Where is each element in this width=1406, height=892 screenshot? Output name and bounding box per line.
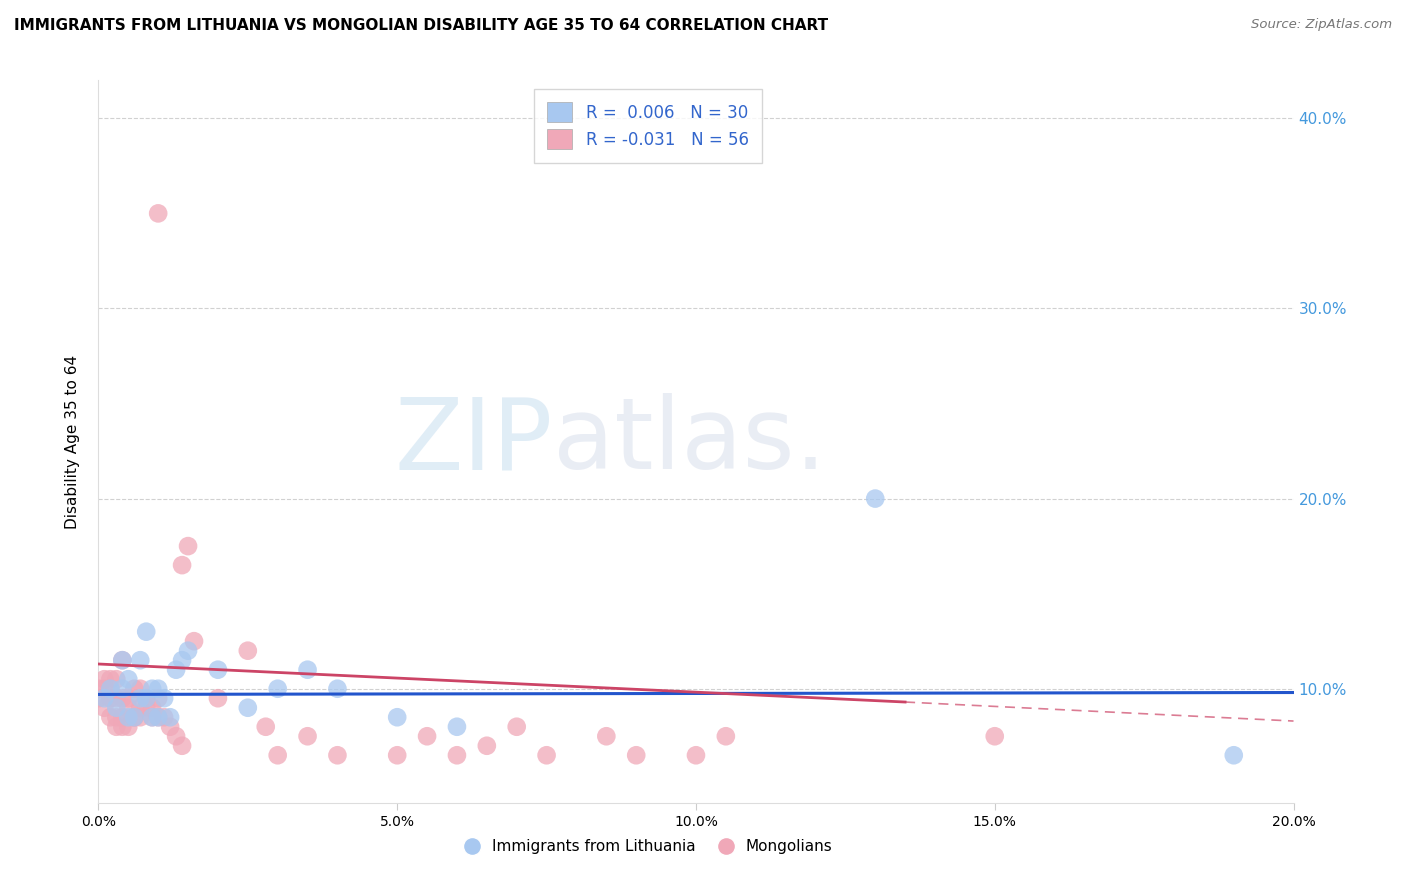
Y-axis label: Disability Age 35 to 64: Disability Age 35 to 64 (65, 354, 80, 529)
Point (98, 710, 122, 724)
Point (153, 710, 176, 724)
Point (117, 710, 139, 724)
Point (129, 653, 152, 667)
Point (105, 720, 128, 734)
Point (165, 663, 187, 677)
Point (141, 700, 163, 714)
Point (536, 748, 558, 763)
Legend: Immigrants from Lithuania, Mongolians: Immigrants from Lithuania, Mongolians (458, 833, 838, 860)
Point (1223, 748, 1246, 763)
Point (207, 663, 229, 677)
Point (98, 681, 122, 696)
Point (111, 691, 134, 706)
Point (183, 634, 205, 648)
Point (685, 748, 707, 763)
Point (111, 681, 134, 696)
Point (177, 539, 200, 553)
Point (148, 710, 170, 724)
Point (326, 748, 349, 763)
Point (172, 558, 194, 573)
Point (105, 672, 128, 686)
Point (153, 691, 176, 706)
Point (385, 710, 409, 724)
Point (124, 681, 146, 696)
Point (141, 710, 163, 724)
Point (98, 672, 122, 686)
Point (626, 748, 648, 763)
Point (135, 691, 157, 706)
Point (326, 681, 349, 696)
Point (159, 720, 181, 734)
Point (416, 729, 439, 743)
Point (236, 643, 259, 657)
Point (267, 748, 290, 763)
Point (267, 681, 290, 696)
Point (148, 710, 170, 724)
Point (236, 700, 259, 714)
Text: ZIP: ZIP (394, 393, 553, 490)
Point (446, 720, 468, 734)
Point (714, 729, 737, 743)
Point (124, 710, 146, 724)
Point (93, 700, 115, 714)
Point (475, 739, 498, 753)
Point (135, 691, 157, 706)
Point (141, 710, 163, 724)
Point (129, 700, 152, 714)
Point (124, 710, 146, 724)
Point (446, 748, 468, 763)
Point (148, 681, 170, 696)
Point (98, 681, 122, 696)
Point (87, 681, 110, 696)
Point (385, 748, 409, 763)
Point (124, 710, 146, 724)
Point (135, 624, 157, 639)
Point (148, 691, 170, 706)
Point (595, 729, 617, 743)
Text: IMMIGRANTS FROM LITHUANIA VS MONGOLIAN DISABILITY AGE 35 TO 64 CORRELATION CHART: IMMIGRANTS FROM LITHUANIA VS MONGOLIAN D… (14, 18, 828, 33)
Point (111, 710, 134, 724)
Text: atlas.: atlas. (553, 393, 825, 490)
Point (207, 691, 229, 706)
Point (117, 700, 139, 714)
Point (172, 739, 194, 753)
Point (506, 720, 529, 734)
Point (111, 653, 134, 667)
Point (93, 672, 115, 686)
Point (117, 691, 139, 706)
Point (93, 681, 115, 696)
Point (177, 643, 200, 657)
Point (87, 691, 110, 706)
Point (105, 710, 128, 724)
Point (172, 653, 194, 667)
Point (165, 729, 187, 743)
Point (111, 720, 134, 734)
Point (297, 663, 319, 677)
Point (98, 691, 122, 706)
Point (865, 491, 887, 506)
Point (254, 720, 277, 734)
Point (129, 710, 152, 724)
Point (141, 681, 163, 696)
Point (135, 700, 157, 714)
Point (111, 653, 134, 667)
Point (105, 691, 128, 706)
Text: Source: ZipAtlas.com: Source: ZipAtlas.com (1251, 18, 1392, 31)
Point (297, 729, 319, 743)
Point (129, 681, 152, 696)
Point (93, 691, 115, 706)
Point (117, 720, 139, 734)
Point (105, 700, 128, 714)
Point (984, 729, 1007, 743)
Point (148, 206, 170, 220)
Point (129, 691, 152, 706)
Point (117, 672, 139, 686)
Point (159, 710, 181, 724)
